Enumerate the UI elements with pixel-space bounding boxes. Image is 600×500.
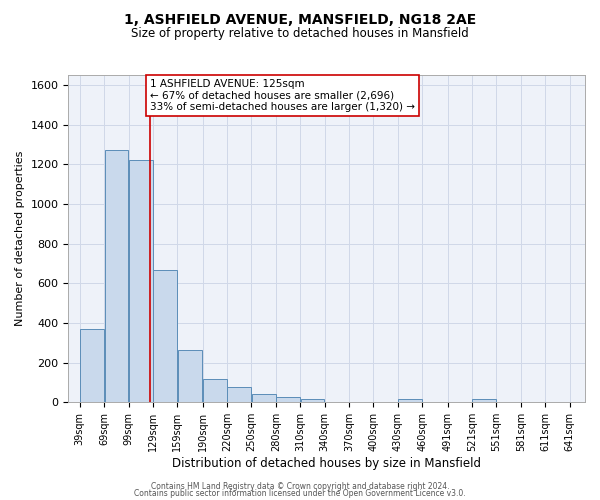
Bar [227, 388, 251, 402]
Text: 1 ASHFIELD AVENUE: 125sqm
← 67% of detached houses are smaller (2,696)
33% of se: 1 ASHFIELD AVENUE: 125sqm ← 67% of detac… [150, 79, 415, 112]
Text: Contains HM Land Registry data © Crown copyright and database right 2024.: Contains HM Land Registry data © Crown c… [151, 482, 449, 491]
Bar [301, 400, 325, 402]
Bar [129, 160, 152, 402]
Text: Contains public sector information licensed under the Open Government Licence v3: Contains public sector information licen… [134, 490, 466, 498]
Bar [203, 378, 227, 402]
Bar [276, 398, 300, 402]
Bar [252, 394, 275, 402]
Text: Size of property relative to detached houses in Mansfield: Size of property relative to detached ho… [131, 28, 469, 40]
Bar [178, 350, 202, 403]
X-axis label: Distribution of detached houses by size in Mansfield: Distribution of detached houses by size … [172, 457, 481, 470]
Bar [398, 400, 422, 402]
Text: 1, ASHFIELD AVENUE, MANSFIELD, NG18 2AE: 1, ASHFIELD AVENUE, MANSFIELD, NG18 2AE [124, 12, 476, 26]
Bar [472, 400, 496, 402]
Bar [154, 270, 177, 402]
Bar [104, 150, 128, 402]
Bar [80, 329, 104, 402]
Y-axis label: Number of detached properties: Number of detached properties [15, 151, 25, 326]
